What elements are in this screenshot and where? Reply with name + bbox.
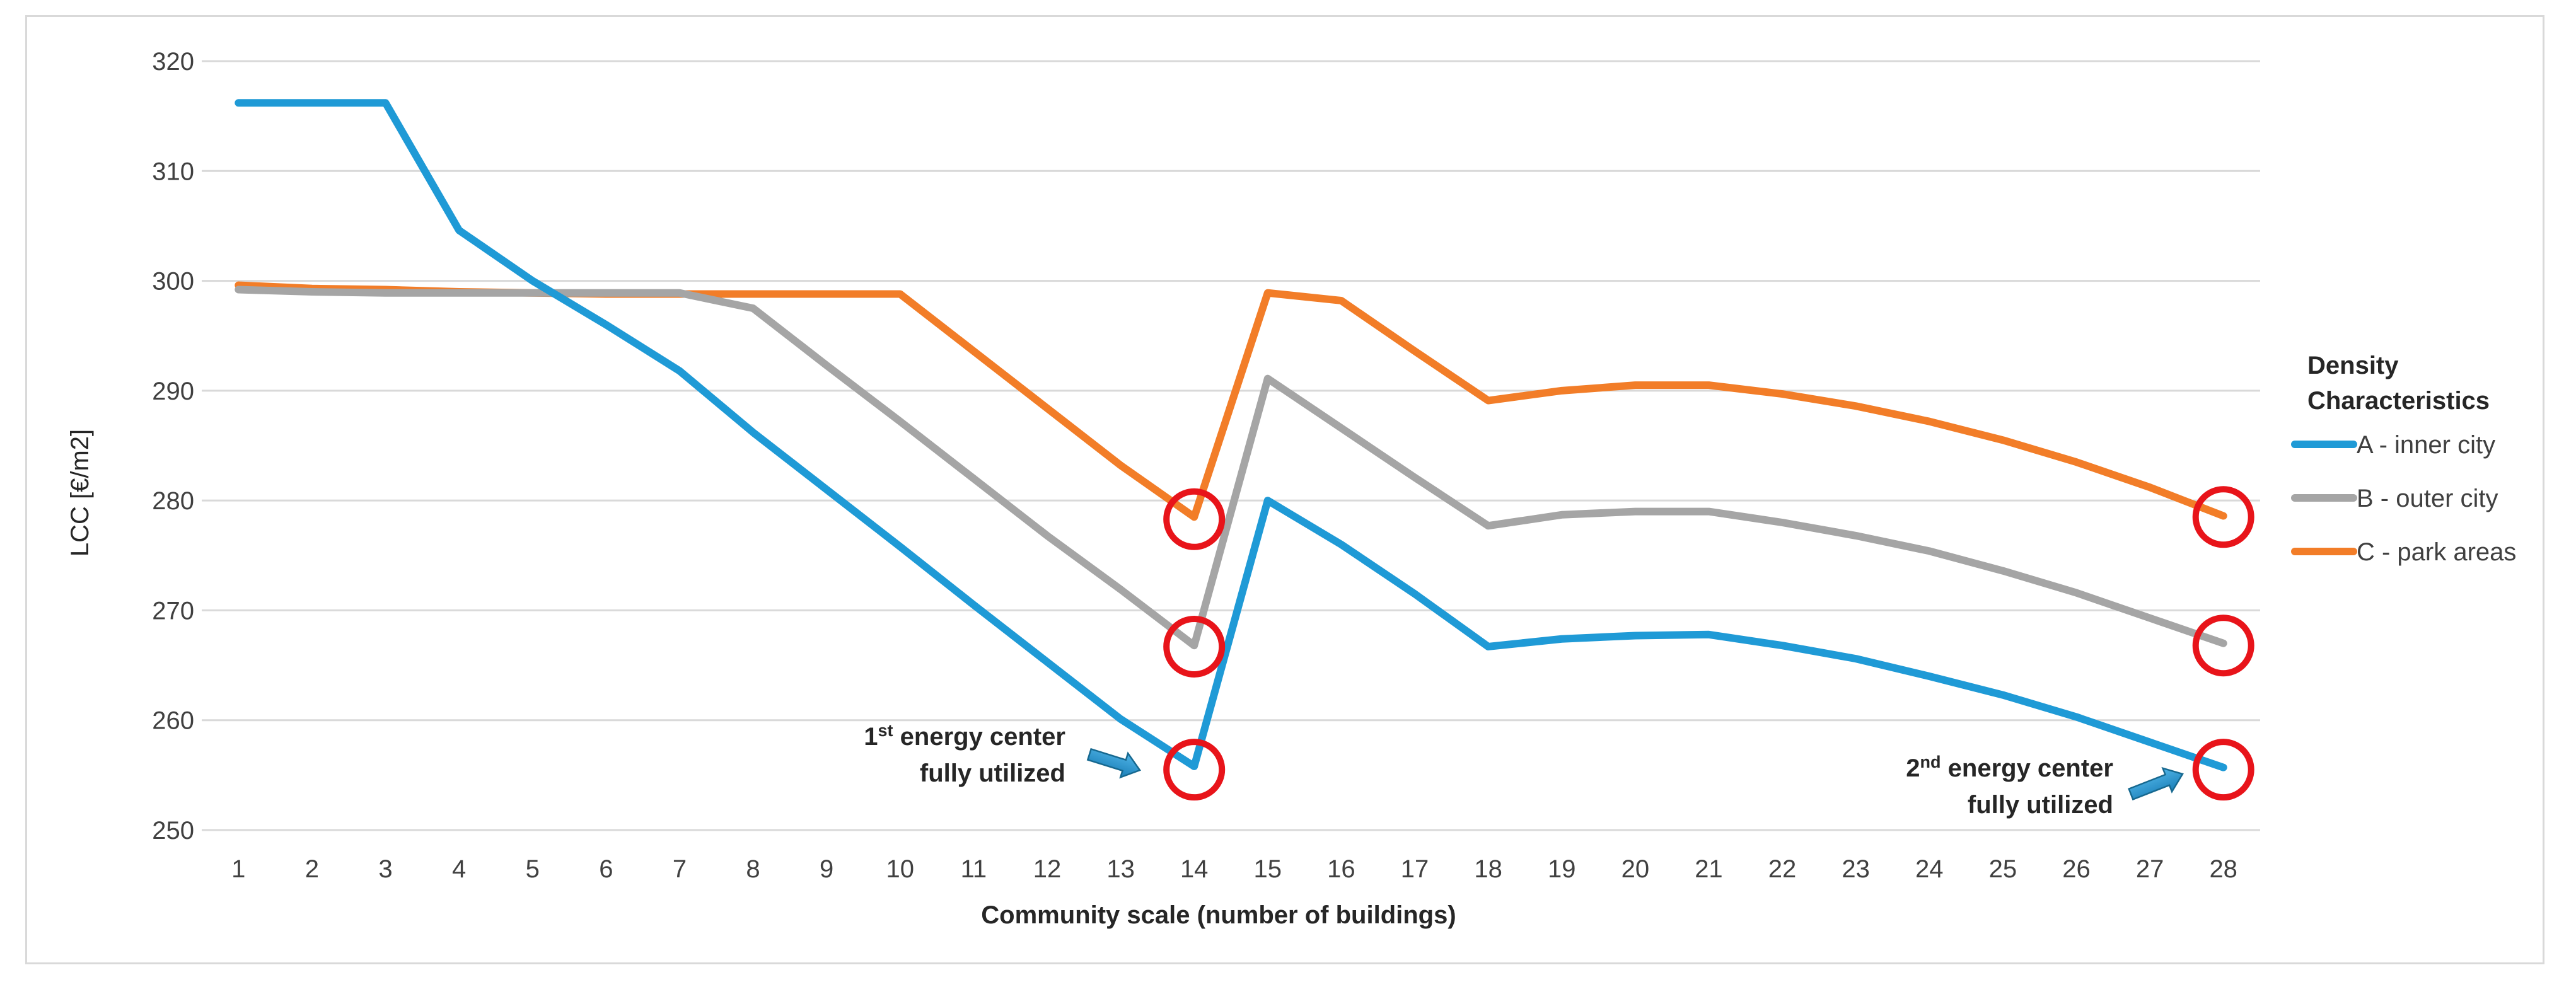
y-axis-title: LCC [€/m2] [66, 429, 94, 557]
y-tick-label: 320 [152, 48, 194, 76]
x-tick-label: 12 [1033, 855, 1062, 883]
y-tick-label: 250 [152, 817, 194, 845]
highlight-circle [1163, 488, 1226, 550]
x-tick-label: 3 [378, 855, 392, 883]
x-tick-label: 21 [1695, 855, 1723, 883]
highlight-circle [1163, 615, 1226, 678]
legend: Density Characteristics A - inner city B - … [2291, 352, 2516, 566]
gridlines [202, 60, 2260, 831]
legend-item-a: A - inner city [2357, 431, 2495, 459]
x-tick-label: 13 [1106, 855, 1135, 883]
x-tick-label: 1 [231, 855, 245, 883]
y-tick-labels: 250 260 270 280 290 300 310 320 [152, 48, 194, 845]
x-tick-labels: 1 2 3 4 5 6 7 8 9 10 11 12 13 14 15 16 17 18 19 20 21 22 23 24 2… [231, 855, 2237, 883]
annotation-ordinal: 1 [864, 723, 878, 751]
x-tick-label: 6 [599, 855, 613, 883]
x-tick-label: 18 [1474, 855, 1502, 883]
annotation-superscript: st [878, 721, 893, 740]
x-tick-label: 7 [673, 855, 687, 883]
annotation-ordinal: 2 [1906, 754, 1920, 782]
legend-title-line: Characteristics [2307, 387, 2490, 415]
y-tick-label: 270 [152, 597, 194, 625]
legend-item-b: B - outer city [2357, 485, 2498, 512]
y-tick-label: 260 [152, 707, 194, 735]
x-tick-label: 9 [820, 855, 833, 883]
series-line-a [235, 99, 2227, 771]
highlight-circle [2192, 739, 2254, 801]
x-tick-label: 8 [746, 855, 760, 883]
x-tick-label: 26 [2062, 855, 2091, 883]
series-lines [235, 99, 2227, 771]
series-line-c [235, 281, 2227, 521]
annotation-line1: 2nd energy center [1906, 753, 2113, 782]
x-tick-label: 23 [1842, 855, 1870, 883]
series-line-b [235, 286, 2227, 650]
x-tick-label: 10 [886, 855, 915, 883]
x-tick-label: 22 [1768, 855, 1797, 883]
arrow-shape [2128, 766, 2184, 801]
arrow-shape [1086, 747, 1141, 779]
annotation-text: energy center [893, 723, 1065, 751]
x-tick-label: 16 [1327, 855, 1355, 883]
annotation-line1: 1st energy center [864, 721, 1065, 751]
x-tick-label: 19 [1548, 855, 1576, 883]
legend-item-c: C - park areas [2357, 538, 2516, 566]
annotation-arrow-icon [1086, 747, 1141, 779]
highlight-circles [1163, 486, 2254, 801]
x-axis-title: Community scale (number of buildings) [981, 901, 1456, 929]
x-tick-label: 24 [1915, 855, 1944, 883]
legend-title: Density Characteristics [2307, 352, 2490, 415]
x-tick-label: 4 [452, 855, 466, 883]
y-tick-label: 280 [152, 487, 194, 515]
highlight-circle [2192, 615, 2254, 677]
y-tick-label: 290 [152, 378, 194, 405]
highlight-circle [2192, 486, 2254, 548]
x-tick-label: 27 [2136, 855, 2164, 883]
x-tick-label: 5 [526, 855, 540, 883]
y-tick-label: 300 [152, 268, 194, 296]
annotation-line2: fully utilized [920, 759, 1065, 787]
x-tick-label: 14 [1180, 855, 1209, 883]
x-tick-label: 28 [2209, 855, 2237, 883]
x-tick-label: 2 [305, 855, 319, 883]
annotation-superscript: nd [1920, 753, 1941, 771]
annotation-text: energy center [1941, 754, 2113, 782]
y-tick-label: 310 [152, 158, 194, 185]
x-tick-label: 11 [961, 855, 987, 883]
highlight-circle [1163, 739, 1226, 801]
annotation-arrow-icon [2128, 766, 2184, 801]
annotation-line2: fully utilized [1968, 791, 2113, 819]
x-tick-label: 17 [1401, 855, 1429, 883]
annotations: 1st energy center fully utilized 2nd energ… [864, 721, 2184, 819]
x-tick-label: 20 [1622, 855, 1650, 883]
legend-title-line: Density [2307, 352, 2399, 379]
x-tick-label: 25 [1989, 855, 2017, 883]
x-tick-label: 15 [1254, 855, 1282, 883]
chart-frame [25, 15, 2544, 964]
